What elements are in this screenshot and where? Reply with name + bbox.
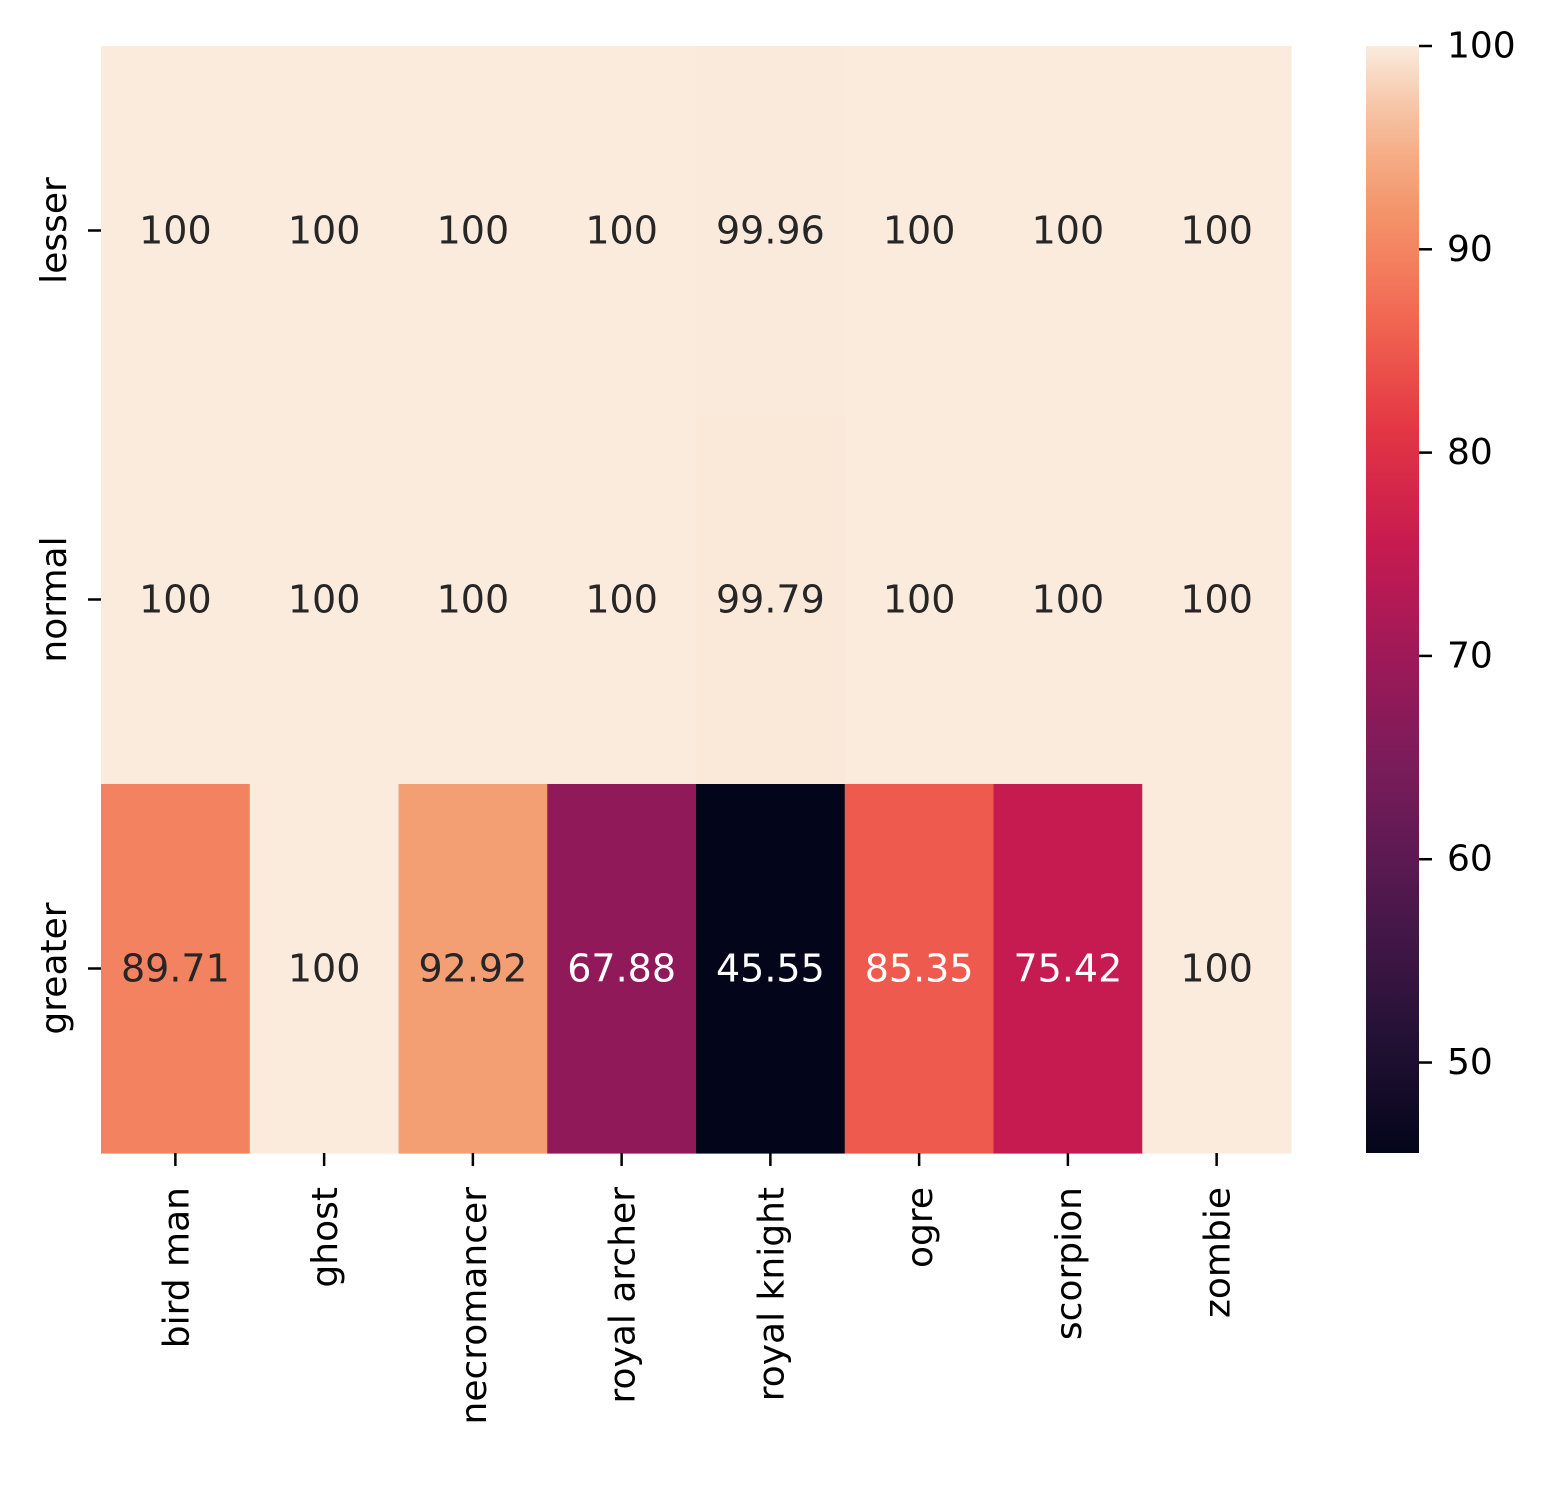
y-axis: lesser normal greater [34,177,101,1035]
x-axis: bird man ghost necromancer royal archer roya… [156,1153,1239,1425]
cell-value-label: 100 [437,578,510,622]
cell-value-label: 100 [1032,578,1105,622]
heatmap-cells [101,46,1292,1154]
heatmap-cell [993,415,1143,785]
colorbar-tick-label: 80 [1447,432,1493,473]
cell-value-label: 100 [437,209,510,253]
colorbar-tick-label: 50 [1447,1042,1493,1083]
cell-value-label: 100 [139,578,212,622]
cell-value-label: 100 [883,209,956,253]
heatmap-cell [249,415,400,785]
cell-value-label: 85.35 [865,947,974,991]
cell-value-label: 92.92 [418,947,527,991]
cell-value-label: 75.42 [1013,947,1122,991]
cell-value-label: 89.71 [121,947,230,991]
cell-value-label: 100 [139,209,212,253]
cell-value-label: 67.88 [567,947,676,991]
heatmap-cell [547,46,697,416]
heatmap-cell [696,784,846,1154]
x-tick-label: zombie [1198,1187,1239,1318]
heatmap-cell [1142,784,1292,1154]
x-tick-label: necromancer [454,1187,495,1425]
colorbar-tick-label: 70 [1447,635,1493,676]
y-tick-label: lesser [34,177,75,284]
cell-value-label: 100 [1180,947,1253,991]
x-tick-label: royal knight [751,1187,792,1401]
heatmap-cell [101,46,251,416]
colorbar-tick-label: 100 [1447,26,1516,67]
heatmap-cell [398,46,548,416]
cell-value-label: 100 [1180,209,1253,253]
heatmap-cell [696,415,846,785]
cell-value-label: 100 [1032,209,1105,253]
cell-value-label: 99.96 [716,209,825,253]
heatmap-cell [249,784,400,1154]
heatmap-cell [398,415,548,785]
x-tick-label: royal archer [603,1187,644,1404]
cell-value-label: 100 [288,578,361,622]
cell-value-label: 45.55 [716,947,825,991]
colorbar-tick-label: 60 [1447,839,1493,880]
cell-value-labels: 100 100 100 100 99.96 100 100 100 100 100 100 100 99… [121,209,1253,991]
cell-value-label: 100 [585,578,658,622]
colorbar-tick-label: 90 [1447,229,1493,270]
heatmap-cell [993,46,1143,416]
heatmap-cell [844,46,995,416]
cell-value-label: 100 [288,209,361,253]
y-tick-label: normal [34,536,75,662]
cell-value-label: 100 [1180,578,1253,622]
heatmap-cell [1142,415,1292,785]
x-tick-label: bird man [156,1187,197,1348]
x-tick-label: scorpion [1049,1187,1090,1340]
cell-value-label: 99.79 [716,578,825,622]
heatmap-cell [249,46,400,416]
colorbar-gradient [1366,46,1419,1153]
heatmap-cell [101,415,251,785]
heatmap-cell [993,784,1143,1154]
cell-value-label: 100 [288,947,361,991]
cell-value-label: 100 [585,209,658,253]
heatmap-cell [844,784,995,1154]
heatmap-cell [398,784,548,1154]
heatmap-cell [101,784,251,1154]
heatmap-cell [1142,46,1292,416]
y-tick-label: greater [34,902,75,1034]
heatmap-cell [547,415,697,785]
colorbar: 50 60 70 80 90 100 [1366,26,1516,1153]
x-tick-label: ghost [305,1187,346,1288]
heatmap-cell [547,784,697,1154]
heatmap-cell [844,415,995,785]
x-tick-label: ogre [900,1187,941,1268]
cell-value-label: 100 [883,578,956,622]
heatmap-cell [696,46,846,416]
